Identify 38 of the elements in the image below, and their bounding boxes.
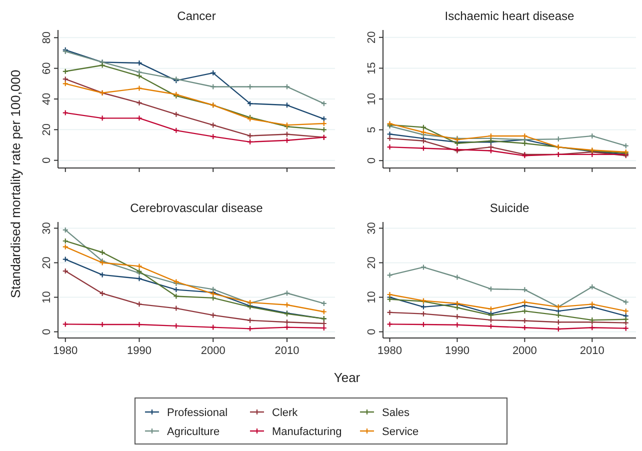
legend-label: Sales	[382, 407, 410, 419]
legend-label: Agriculture	[167, 426, 220, 438]
legend-label: Manufacturing	[272, 426, 342, 438]
y-tick-label: 30	[366, 222, 378, 234]
chart-title: Ischaemic heart disease	[444, 9, 575, 23]
y-tick-label: 10	[366, 92, 378, 106]
x-tick-label: 1990	[444, 345, 470, 357]
x-tick-label: 2010	[580, 345, 604, 357]
y-tick-label: 10	[41, 291, 53, 304]
y-tick-label: 20	[41, 124, 53, 136]
y-tick-label: 0	[41, 157, 53, 164]
y-tick-label: 40	[41, 92, 53, 106]
y-tick-label: 5	[366, 126, 378, 133]
x-tick-label: 1990	[127, 345, 152, 357]
y-axis-title: Standardised mortality rate per 100,000	[8, 70, 23, 298]
y-tick-label: 15	[366, 62, 378, 74]
x-tick-label: 2000	[512, 345, 537, 357]
x-tick-label: 2010	[274, 345, 300, 357]
legend-label: Clerk	[272, 407, 298, 419]
chart-title: Cancer	[177, 9, 216, 23]
chart-title: Suicide	[490, 201, 530, 215]
y-tick-label: 20	[366, 31, 378, 44]
y-tick-label: 20	[41, 256, 53, 269]
x-axis-title: Year	[334, 370, 361, 385]
legend-label: Service	[382, 426, 419, 438]
chart-title: Cerebrovascular disease	[130, 201, 264, 215]
legend-label: Professional	[167, 407, 228, 419]
x-tick-label: 2000	[200, 345, 226, 357]
y-tick-label: 10	[366, 291, 378, 304]
x-tick-label: 1980	[53, 345, 78, 357]
y-tick-label: 30	[41, 222, 53, 234]
y-tick-label: 0	[366, 328, 378, 335]
x-tick-label: 1980	[378, 345, 402, 357]
y-tick-label: 60	[41, 62, 53, 74]
y-tick-label: 0	[41, 328, 53, 335]
y-tick-label: 0	[366, 158, 378, 164]
y-tick-label: 20	[366, 256, 378, 269]
y-tick-label: 80	[41, 32, 53, 44]
